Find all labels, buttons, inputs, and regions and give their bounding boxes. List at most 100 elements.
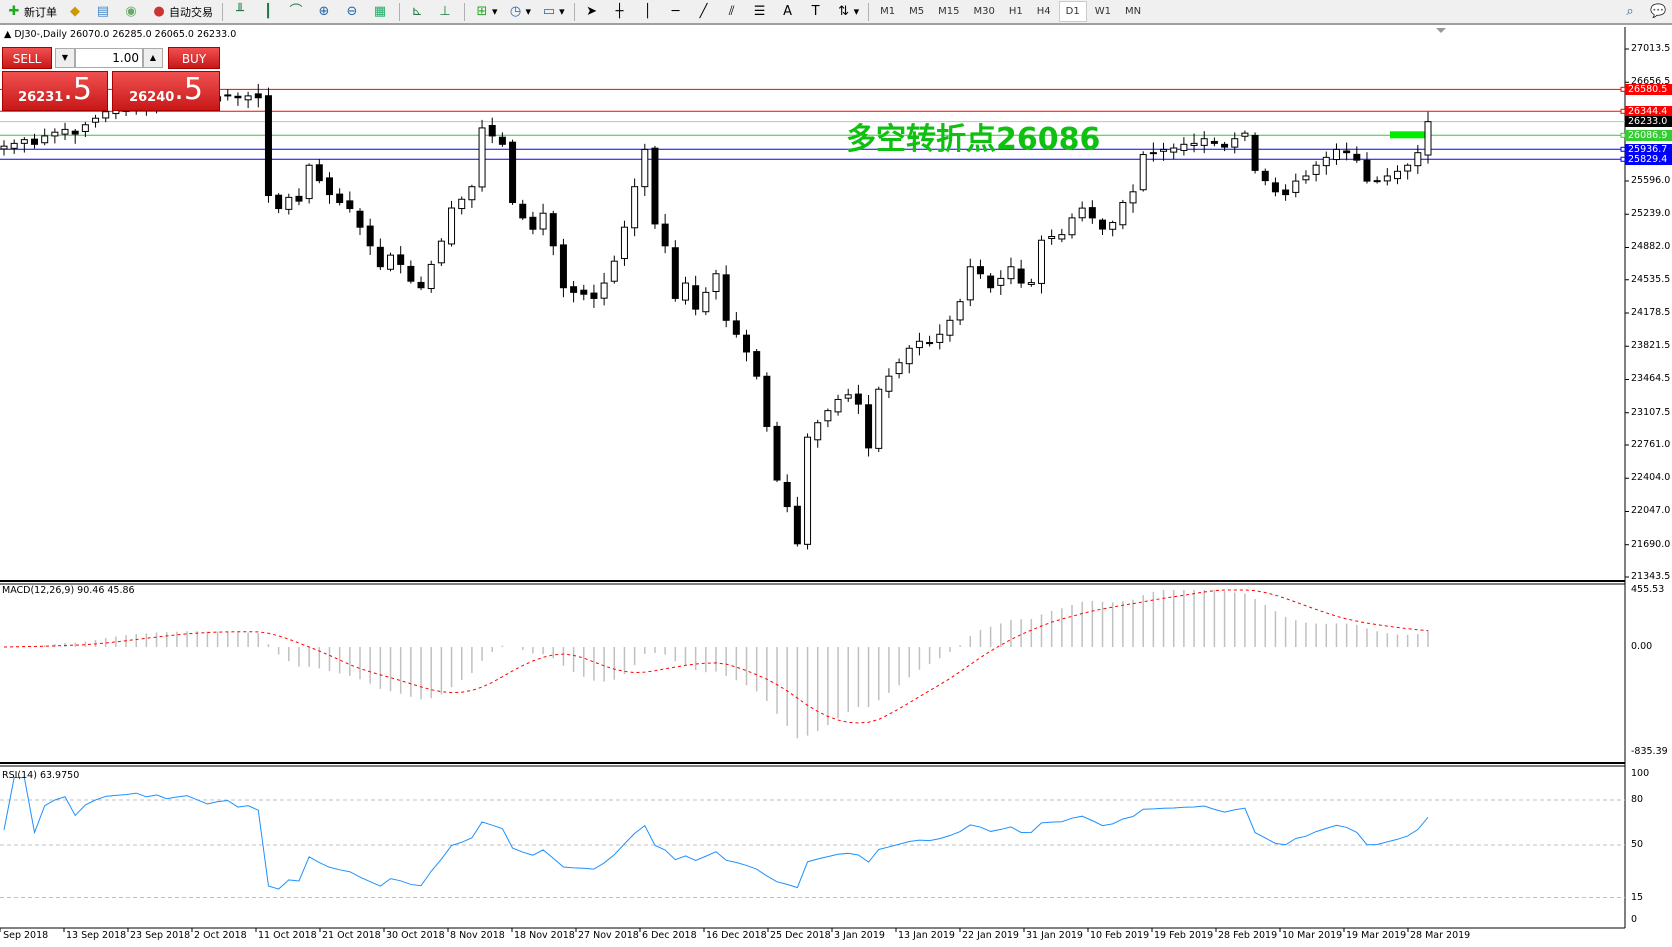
trendline-button[interactable]: ╱ (692, 1, 718, 22)
arrows-button[interactable]: ⇅ ▾ (832, 1, 864, 22)
bear-candle (1271, 182, 1279, 193)
bull-candle (905, 347, 913, 365)
candlestick-icon: ┃ (264, 3, 272, 19)
price-levels (0, 86, 1626, 162)
vertical-line-icon: │ (643, 3, 652, 19)
macd-tick-label: 0.00 (1631, 641, 1653, 652)
bull-candle (10, 142, 18, 149)
price-tick-label: 21690.0 (1631, 538, 1671, 550)
timeframe-h4[interactable]: H4 (1036, 6, 1051, 17)
bear-candle (254, 93, 262, 99)
bear-candle (1149, 152, 1157, 155)
sell-button[interactable]: SELL (2, 47, 52, 69)
price-tick-label: 24535.5 (1631, 273, 1671, 285)
bull-candle (885, 375, 893, 392)
channel-icon: ⫽ (728, 3, 735, 19)
bear-candle (1261, 170, 1269, 182)
macd-tick-label: -835.39 (1631, 745, 1668, 757)
timeframe-m30[interactable]: M30 (973, 6, 995, 17)
bull-candle (620, 226, 628, 260)
navigator-button[interactable]: ▤ (91, 1, 117, 22)
timeframe-m15[interactable]: M15 (938, 6, 960, 17)
timeframe-d1[interactable]: D1 (1058, 1, 1087, 22)
market-watch-button[interactable]: ◆ (63, 1, 89, 22)
date-label: 25 Dec 2018 (770, 930, 831, 941)
bull-candle (81, 124, 89, 132)
bear-candle (773, 425, 781, 481)
indicators-button[interactable]: ⊞ ▾ (470, 1, 502, 22)
cursor-icon: ➤ (586, 3, 598, 19)
bull-candle (631, 186, 639, 229)
folder-icon: ◆ (70, 3, 80, 19)
rsi-tick-label: 100 (1631, 768, 1650, 779)
templates-button[interactable]: ▭ ▾ (542, 3, 565, 19)
date-label: 27 Nov 2018 (578, 930, 639, 941)
divider (399, 2, 400, 21)
bear-candle (264, 95, 272, 197)
date-label: 10 Feb 2019 (1090, 930, 1150, 941)
trendline-icon: ╱ (699, 3, 708, 19)
text-label-icon: T (811, 3, 820, 19)
bull-candle (1292, 180, 1300, 193)
zoom-out-button[interactable]: ⊖ (340, 1, 366, 22)
timeframe-m5[interactable]: M5 (909, 6, 925, 17)
bear-candle (325, 177, 333, 196)
text-button[interactable]: A (776, 1, 802, 22)
buy-price[interactable]: 26240.5 (112, 71, 220, 111)
bull-candle (681, 282, 689, 301)
lot-increase-button[interactable]: ▲ (143, 48, 163, 68)
bar-chart-icon: ╨ (236, 3, 244, 19)
bear-candle (488, 125, 496, 137)
bull-candle (641, 148, 649, 188)
auto-scroll-button[interactable]: ⊾ (405, 1, 431, 22)
symbol-ohlc: DJ30-,Daily 26070.0 26285.0 26065.0 2623… (14, 29, 237, 40)
zoom-in-button[interactable]: ⊕ (312, 1, 338, 22)
price-tick-label: 23107.5 (1631, 406, 1671, 418)
bull-candle (915, 340, 923, 349)
tile-windows-button[interactable]: ▦ (368, 1, 394, 22)
price-tick-label: 22404.0 (1631, 472, 1671, 484)
symbol-info: ▲ DJ30-,Daily 26070.0 26285.0 26065.0 26… (4, 29, 237, 40)
lot-size-input[interactable] (75, 48, 143, 68)
new-order-button[interactable]: ✚ 新订单 (2, 1, 61, 22)
price-tick-label: 22761.0 (1631, 439, 1671, 450)
rsi-tick-label: 80 (1631, 794, 1644, 805)
equidistant-channel-button[interactable]: ⫽ (720, 1, 746, 22)
terminal-icon: ▤ (96, 3, 110, 19)
bear-candle (336, 193, 344, 204)
timeframe-mn[interactable]: MN (1124, 6, 1142, 17)
bull-candle (1302, 175, 1310, 181)
timeframe-h1[interactable]: H1 (1008, 6, 1023, 17)
lot-decrease-button[interactable]: ▼ (55, 48, 75, 68)
buy-button[interactable]: BUY (168, 47, 220, 69)
pivot-annotation[interactable]: 多空转折点26086 (846, 122, 1101, 157)
timeframe-w1[interactable]: W1 (1094, 6, 1111, 17)
price-tick-label: 23464.5 (1631, 373, 1671, 385)
bear-candle (783, 481, 791, 508)
search-button[interactable]: ⌕ (1618, 1, 1644, 22)
text-label-button[interactable]: T (804, 1, 830, 22)
macd-tick-label: 455.53 (1631, 584, 1665, 595)
signals-button[interactable]: ◉ (119, 1, 145, 22)
auto-trading-button[interactable]: ● 自动交易 (147, 1, 217, 22)
periods-button[interactable]: ◷ ▾ (504, 1, 536, 22)
cursor-button[interactable]: ➤ (580, 1, 606, 22)
rsi-tick-label: 50 (1631, 839, 1644, 850)
sell-price[interactable]: 26231.5 (2, 71, 108, 111)
horizontal-line-button[interactable]: ─ (664, 1, 690, 22)
candle-chart-button[interactable]: ┃ (256, 1, 282, 22)
bear-candle (407, 265, 415, 282)
vertical-line-button[interactable]: │ (636, 1, 662, 22)
timeframe-m1[interactable]: M1 (880, 6, 896, 17)
chart-canvas[interactable] (0, 27, 1672, 947)
line-chart-button[interactable]: ⌒ (284, 1, 310, 22)
bar-chart-button[interactable]: ╨ (228, 1, 254, 22)
date-label: 3 Jan 2019 (834, 930, 885, 941)
price-tick-label: 21343.5 (1631, 571, 1671, 582)
crosshair-button[interactable]: ┼ (608, 1, 634, 22)
fibonacci-button[interactable]: ☰ (748, 1, 774, 22)
chart-shift-button[interactable]: ⊥ (433, 1, 459, 22)
bull-candle (1312, 164, 1320, 175)
rsi-panel (0, 777, 1625, 898)
chat-button[interactable]: 💬 (1646, 1, 1672, 22)
